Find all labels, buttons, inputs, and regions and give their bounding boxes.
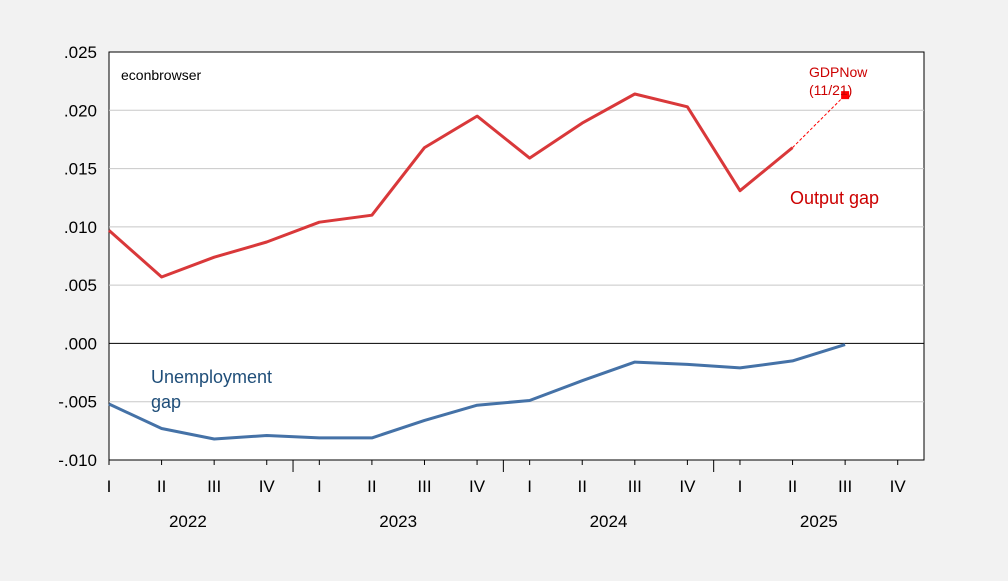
y-tick-label: .020 bbox=[64, 101, 97, 120]
x-tick-label: III bbox=[838, 477, 852, 496]
x-tick-label: IV bbox=[469, 477, 486, 496]
y-tick-label: -.010 bbox=[58, 451, 97, 470]
y-tick-label: .025 bbox=[64, 43, 97, 62]
year-label: 2024 bbox=[590, 512, 628, 531]
y-tick-label: .005 bbox=[64, 276, 97, 295]
unemployment-gap-label-line2: gap bbox=[151, 392, 181, 412]
plot-area bbox=[108, 51, 925, 461]
x-tick-label: II bbox=[788, 477, 797, 496]
x-tick-label: I bbox=[107, 477, 112, 496]
annotations: econbrowser Output gap Unemployment gap … bbox=[121, 64, 879, 412]
x-tick-label: IV bbox=[259, 477, 276, 496]
gdpnow-label-line2: (11/21) bbox=[809, 82, 852, 98]
y-tick-label: .000 bbox=[64, 334, 97, 353]
series-group bbox=[108, 91, 850, 441]
x-tick-label: IV bbox=[890, 477, 907, 496]
x-tick-label: IV bbox=[679, 477, 696, 496]
x-tick-label: II bbox=[157, 477, 166, 496]
x-tick-label: III bbox=[207, 477, 221, 496]
x-tick-label: II bbox=[577, 477, 586, 496]
y-tick-label: .010 bbox=[64, 218, 97, 237]
x-tick-label: III bbox=[628, 477, 642, 496]
gdpnow-label-line1: GDPNow bbox=[809, 64, 868, 80]
gdpnow-marker bbox=[841, 91, 850, 100]
unemployment-gap-line bbox=[108, 343, 846, 441]
gdpnow-dashed-line bbox=[792, 94, 846, 148]
watermark-text: econbrowser bbox=[121, 67, 201, 83]
x-tick-label: III bbox=[417, 477, 431, 496]
unemployment-gap-label-line1: Unemployment bbox=[151, 367, 272, 387]
y-axis: .025 .020 .015 .010 .005 .000 -.005 -.010 bbox=[58, 43, 97, 470]
year-label: 2022 bbox=[169, 512, 207, 531]
x-tick-label: I bbox=[738, 477, 743, 496]
y-tick-label: -.005 bbox=[58, 393, 97, 412]
output-gap-line bbox=[108, 92, 794, 279]
x-tick-label: II bbox=[367, 477, 376, 496]
y-tick-label: .015 bbox=[64, 160, 97, 179]
year-label: 2025 bbox=[800, 512, 838, 531]
x-tick-label: I bbox=[527, 477, 532, 496]
output-gap-label: Output gap bbox=[790, 188, 879, 208]
x-tick-label: I bbox=[317, 477, 322, 496]
year-label: 2023 bbox=[379, 512, 417, 531]
